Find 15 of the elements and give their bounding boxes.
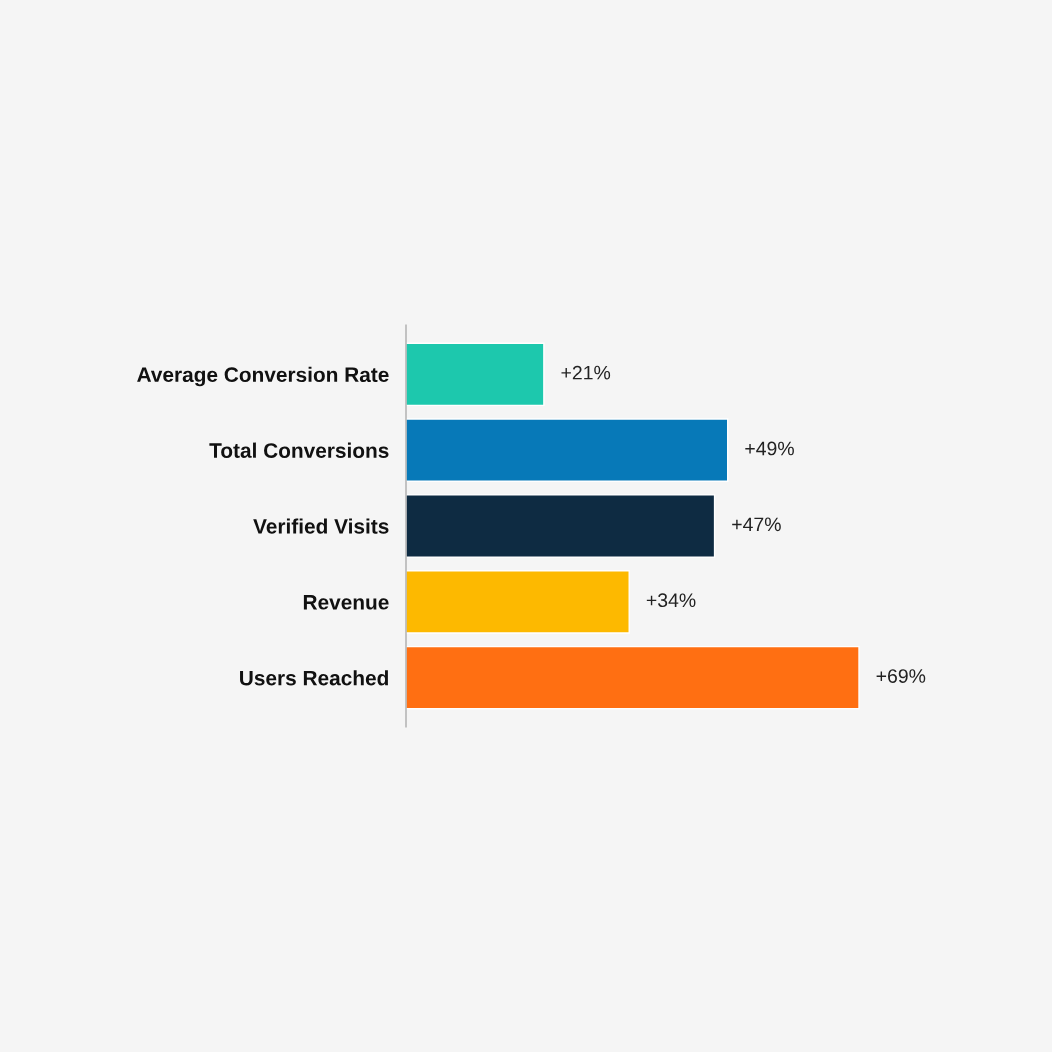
data-label: +47% [732, 517, 781, 532]
data-label: +34% [646, 593, 696, 608]
y-tick-label: Users Reached [240, 670, 388, 686]
bar [406, 645, 860, 710]
y-tick-label: Total Conversions [209, 442, 389, 458]
bar [406, 570, 630, 634]
bar [406, 494, 716, 558]
data-label: +49% [745, 441, 794, 456]
data-label: +21% [561, 365, 611, 380]
y-tick-label: Verified Visits [253, 518, 389, 534]
bar [406, 418, 729, 482]
y-tick-label: Average Conversion Rate [137, 366, 389, 387]
bar [406, 342, 545, 407]
data-label: +69% [876, 669, 926, 683]
y-tick-label: Revenue [303, 595, 389, 610]
